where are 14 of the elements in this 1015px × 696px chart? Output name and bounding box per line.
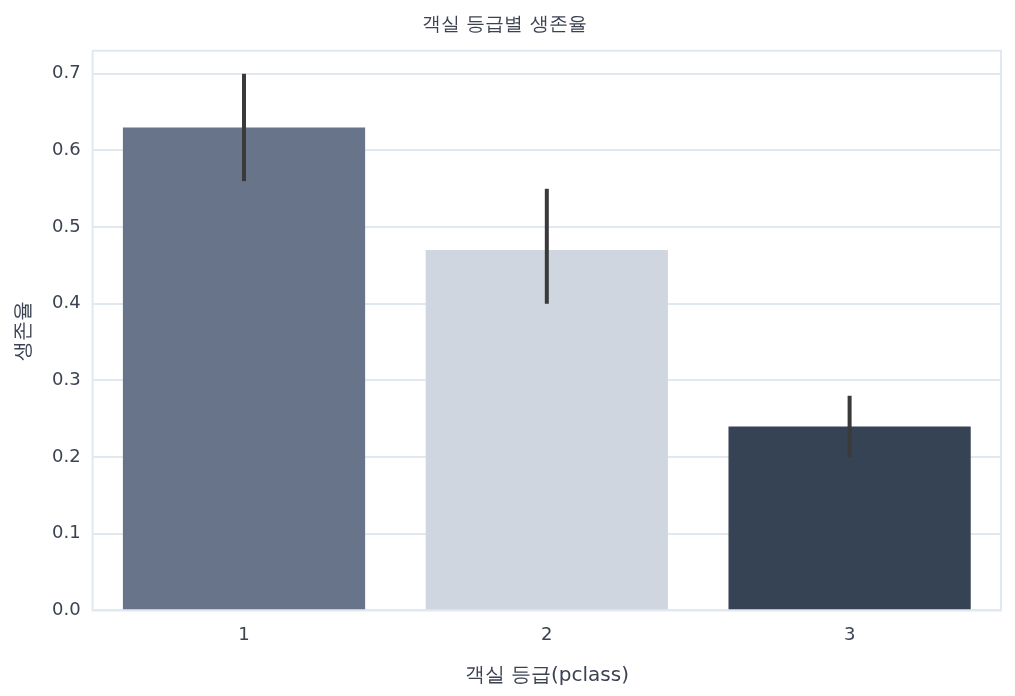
- y-tick-label: 0.2: [51, 444, 81, 466]
- x-tick-label: 1: [238, 622, 250, 644]
- y-tick-label: 0.7: [51, 61, 81, 83]
- x-tick-label: 2: [541, 622, 553, 644]
- chart-title: 객실 등급별 생존율: [422, 12, 587, 35]
- y-tick-label: 0.5: [51, 214, 81, 236]
- y-tick-label: 0.4: [51, 291, 81, 313]
- y-tick-label: 0.1: [51, 521, 81, 543]
- y-axis-title: 생존율: [10, 300, 35, 361]
- x-tick-label: 3: [843, 622, 856, 644]
- y-tick-label: 0.3: [51, 368, 81, 390]
- y-tick-label: 0.0: [51, 598, 81, 620]
- y-tick-label: 0.6: [51, 138, 81, 160]
- x-axis-title: 객실 등급(pclass): [464, 662, 629, 687]
